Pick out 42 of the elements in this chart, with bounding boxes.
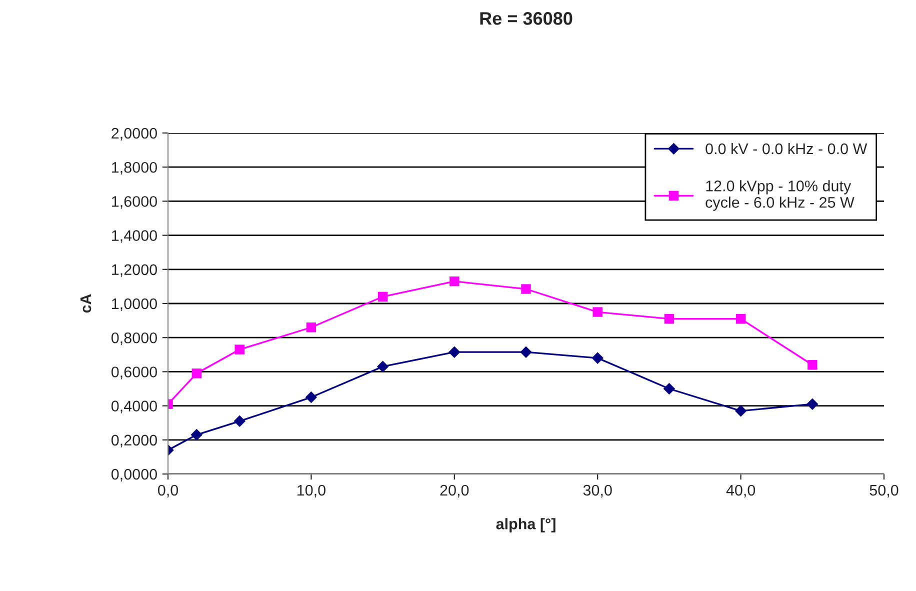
x-axis-title: alpha [°] (496, 518, 556, 532)
x-tick-label: 20,0 (440, 484, 469, 498)
y-axis-title: cA (80, 294, 92, 313)
legend-label: 12.0 kVpp - 10% duty cycle - 6.0 kHz - 25 W (706, 180, 854, 211)
point (734, 405, 747, 417)
y-tick-label: 0,8000 (111, 332, 157, 346)
chart-title: Re = 36080 (480, 12, 572, 25)
x-tick-label: 50,0 (870, 484, 898, 498)
y-tick-label: 1,8000 (112, 162, 157, 175)
point (663, 382, 676, 395)
point (664, 314, 674, 324)
point (736, 314, 746, 324)
y-tick-label: 0,4000 (111, 400, 157, 414)
y-tick-label: 0,6000 (111, 366, 157, 380)
point (306, 322, 316, 332)
point (234, 415, 246, 428)
point (592, 307, 602, 317)
y-tick-label: 2,0000 (112, 128, 157, 140)
y-tick-label: 1,0000 (112, 298, 157, 311)
point (450, 276, 460, 286)
point (305, 391, 318, 404)
point (808, 360, 818, 370)
y-tick-label: 1,6000 (112, 196, 157, 209)
point (234, 344, 244, 354)
x-tick-label: 10,0 (298, 484, 326, 498)
point (592, 352, 604, 364)
x-tick-label: 30,0 (583, 484, 612, 498)
point (378, 292, 388, 302)
point (448, 346, 460, 358)
point (521, 284, 531, 294)
point (192, 368, 202, 378)
legend-label: 0.0 kV - 0.0 kHz - 0.0 W (706, 142, 868, 154)
y-tick-label: 0,0000 (111, 468, 157, 482)
point (520, 346, 532, 358)
y-tick-label: 0,2000 (111, 434, 157, 448)
point (376, 360, 389, 372)
y-tick-label: 1,2000 (112, 264, 157, 277)
point (190, 428, 203, 441)
y-tick-label: 1,4000 (112, 230, 157, 243)
x-tick-label: 40,0 (726, 484, 756, 498)
x-tick-label: 0,0 (158, 484, 178, 498)
point (806, 398, 818, 410)
